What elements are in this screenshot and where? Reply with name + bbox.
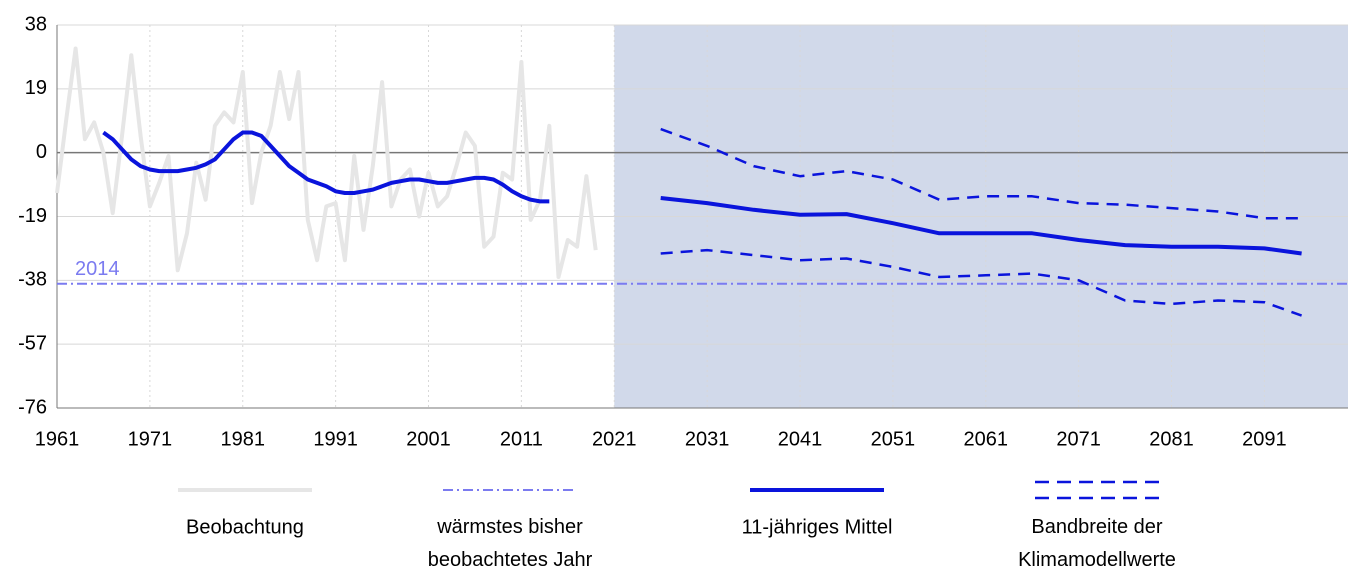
y-tick-label: -76	[18, 396, 47, 418]
series-line	[55, 46, 598, 279]
legend-label: Beobachtung	[186, 516, 304, 538]
x-tick-label: 2061	[964, 428, 1009, 450]
legend-label: wärmstes bisher beobachtetes Jahr	[428, 516, 593, 571]
x-tick-label: 2031	[685, 428, 730, 450]
y-tick-label: -38	[18, 269, 47, 291]
legend-label: Bandbreite der Klimamodellwerte	[1018, 516, 1176, 571]
x-tick-label: 2081	[1149, 428, 1194, 450]
y-tick-label: -19	[18, 205, 47, 227]
y-tick-label: 0	[36, 141, 47, 163]
y-tick-label: 19	[25, 77, 47, 99]
x-tick-label: 2011	[500, 428, 543, 450]
x-tick-label: 1961	[35, 428, 80, 450]
series-line	[102, 130, 1302, 256]
x-tick-label: 2021	[592, 428, 637, 450]
y-tick-label: -57	[18, 332, 47, 354]
y-tick-label: 38	[25, 13, 47, 35]
x-tick-label: 2071	[1056, 428, 1101, 450]
x-tick-label: 2051	[871, 428, 916, 450]
x-tick-label: 1991	[313, 428, 358, 450]
x-tick-label: 2091	[1242, 428, 1287, 450]
series-line	[660, 248, 1303, 317]
reference-label: 2014	[75, 258, 120, 280]
legend-label: 11-jähriges Mittel	[742, 516, 893, 538]
x-tick-label: 1981	[221, 428, 266, 450]
x-tick-label: 2001	[406, 428, 451, 450]
x-tick-label: 1971	[128, 428, 173, 450]
x-tick-label: 2041	[778, 428, 823, 450]
